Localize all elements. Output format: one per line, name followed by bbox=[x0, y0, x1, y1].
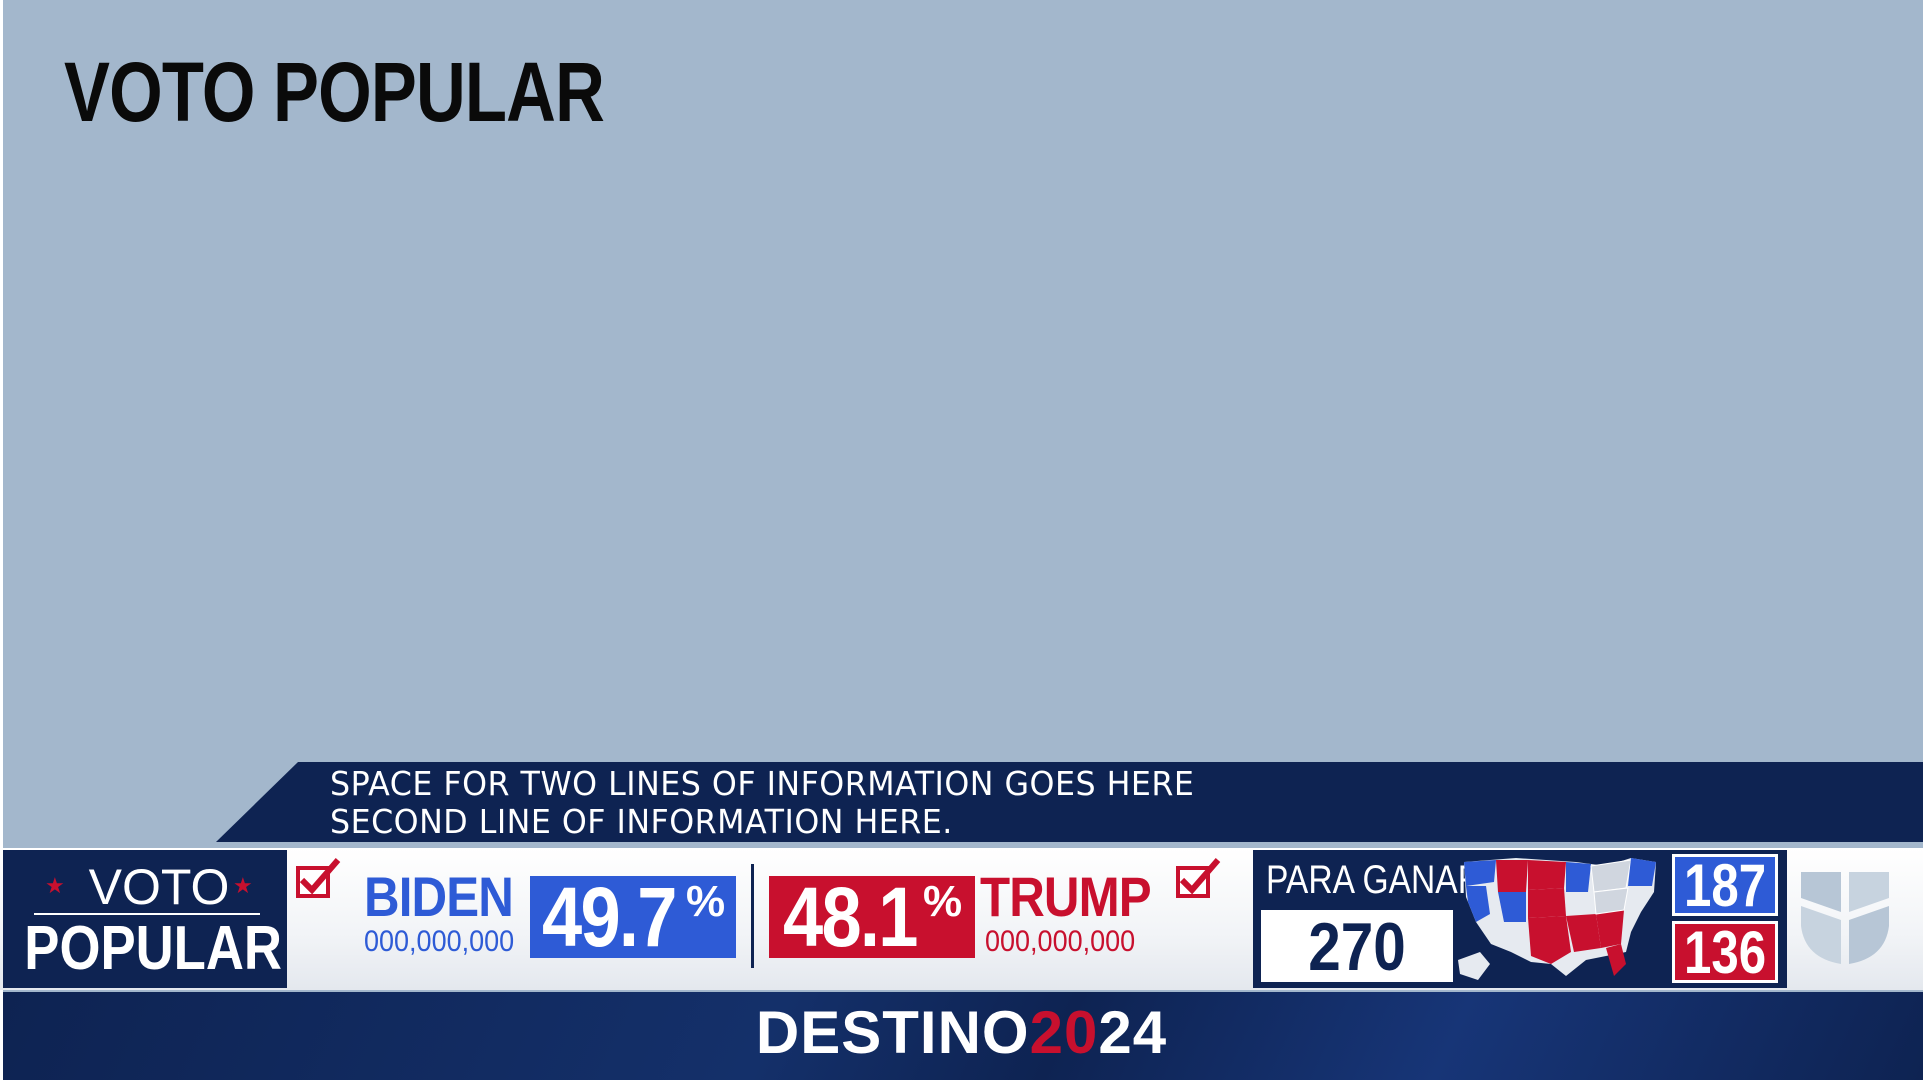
brand-logo: DESTINO2024 bbox=[0, 998, 1923, 1067]
candidate-name-trump: TRUMP bbox=[980, 865, 1152, 928]
electoral-votes-rep: 136 bbox=[1672, 921, 1778, 983]
ticker-line-2: SECOND LINE OF INFORMATION HERE. bbox=[330, 802, 953, 841]
left-edge-line bbox=[0, 0, 3, 1080]
percentage-trump: 48.1 bbox=[783, 870, 918, 964]
page-title: VOTO POPULAR bbox=[64, 45, 605, 139]
brand-word: DESTINO bbox=[755, 999, 1030, 1066]
to-win-label: PARA GANAR bbox=[1266, 858, 1482, 902]
star-icon: ★ bbox=[45, 873, 65, 898]
brand-year-part-1: 20 bbox=[1029, 999, 1099, 1066]
univision-logo bbox=[1801, 872, 1889, 964]
divider bbox=[34, 913, 260, 915]
check-icon bbox=[1176, 858, 1221, 898]
to-win-box bbox=[1261, 910, 1453, 982]
to-win-value: 270 bbox=[1308, 909, 1406, 985]
percent-sign: % bbox=[686, 877, 726, 926]
percent-sign: % bbox=[923, 877, 963, 926]
check-icon bbox=[296, 858, 341, 898]
percentage-biden: 49.7 bbox=[542, 870, 677, 964]
popular-vote-label-block bbox=[3, 850, 287, 988]
brand-year-part-2: 24 bbox=[1098, 999, 1168, 1066]
popular-vote-label-bottom: POPULAR bbox=[24, 914, 282, 983]
candidate-votes-trump: 000,000,000 bbox=[985, 925, 1136, 958]
popular-vote-label-top: VOTO bbox=[88, 859, 230, 915]
info-ticker bbox=[216, 762, 1923, 842]
candidate-votes-biden: 000,000,000 bbox=[364, 925, 515, 958]
electoral-votes-dem: 187 bbox=[1672, 854, 1778, 916]
us-map-icon bbox=[1458, 858, 1656, 980]
ticker-line-1: SPACE FOR TWO LINES OF INFORMATION GOES … bbox=[330, 764, 1195, 803]
candidate-divider bbox=[751, 864, 754, 968]
footer-brand-bar bbox=[3, 992, 1923, 1080]
percentage-box-trump: 48.1 % bbox=[769, 870, 975, 964]
percentage-box-biden: 49.7 % bbox=[530, 870, 736, 964]
candidate-name-biden: BIDEN bbox=[364, 865, 514, 928]
star-icon: ★ bbox=[233, 873, 253, 898]
